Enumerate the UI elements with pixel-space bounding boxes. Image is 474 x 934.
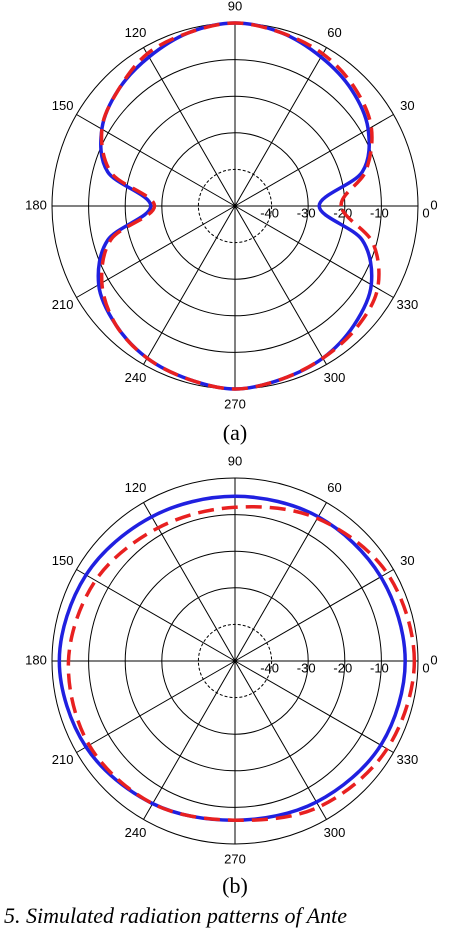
- angle-tick-label: 180: [25, 197, 47, 212]
- r-tick-label: -10: [370, 205, 389, 220]
- angle-tick-label: 120: [125, 25, 147, 40]
- angle-tick-label: 90: [228, 0, 242, 13]
- angle-tick-label: 270: [224, 851, 246, 866]
- pattern-line: [66, 505, 417, 823]
- grid-spoke: [234, 502, 327, 662]
- angle-tick-label: 330: [396, 297, 418, 312]
- panel-label: (a): [223, 420, 247, 445]
- angle-tick-label: 240: [125, 825, 147, 840]
- pattern-line: [57, 494, 407, 822]
- r-tick-label: -30: [297, 205, 316, 220]
- r-tick-label: -40: [260, 205, 279, 220]
- pattern-line: [99, 21, 381, 391]
- grid-spoke: [234, 47, 327, 207]
- angle-tick-label: 30: [400, 553, 414, 568]
- r-tick-label: 0: [422, 660, 429, 675]
- angle-tick-label: 240: [125, 370, 147, 385]
- grid-spoke: [234, 569, 394, 662]
- panel-label: (b): [222, 873, 248, 898]
- angle-tick-label: 270: [224, 396, 246, 411]
- grid-spoke: [143, 47, 236, 207]
- grid-spoke: [143, 502, 236, 662]
- angle-tick-label: 30: [400, 98, 414, 113]
- angle-tick-label: 60: [327, 25, 341, 40]
- grid-spoke: [143, 205, 236, 365]
- grid-spoke: [234, 205, 327, 365]
- angle-tick-label: 330: [396, 752, 418, 767]
- grid-spoke: [234, 660, 327, 820]
- angle-tick-label: 300: [324, 370, 346, 385]
- angle-tick-label: 0: [430, 197, 437, 212]
- grid-spoke: [234, 205, 394, 298]
- r-tick-label: -30: [297, 660, 316, 675]
- r-tick-label: -10: [370, 660, 389, 675]
- grid-spoke: [234, 660, 394, 753]
- angle-tick-label: 150: [52, 553, 74, 568]
- angle-tick-label: 120: [125, 480, 147, 495]
- angle-tick-label: 90: [228, 453, 242, 468]
- caption: 5. Simulated radiation patterns of Ante: [4, 903, 347, 928]
- r-tick-label: -40: [260, 660, 279, 675]
- grid-spoke: [76, 660, 236, 753]
- angle-tick-label: 180: [25, 652, 47, 667]
- angle-tick-label: 210: [52, 752, 74, 767]
- angle-tick-label: 150: [52, 98, 74, 113]
- r-tick-label: -20: [333, 660, 352, 675]
- angle-tick-label: 0: [430, 652, 437, 667]
- r-tick-label: 0: [422, 205, 429, 220]
- angle-tick-label: 300: [324, 825, 346, 840]
- angle-tick-label: 60: [327, 480, 341, 495]
- grid-spoke: [76, 569, 236, 662]
- grid-spoke: [143, 660, 236, 820]
- angle-tick-label: 210: [52, 297, 74, 312]
